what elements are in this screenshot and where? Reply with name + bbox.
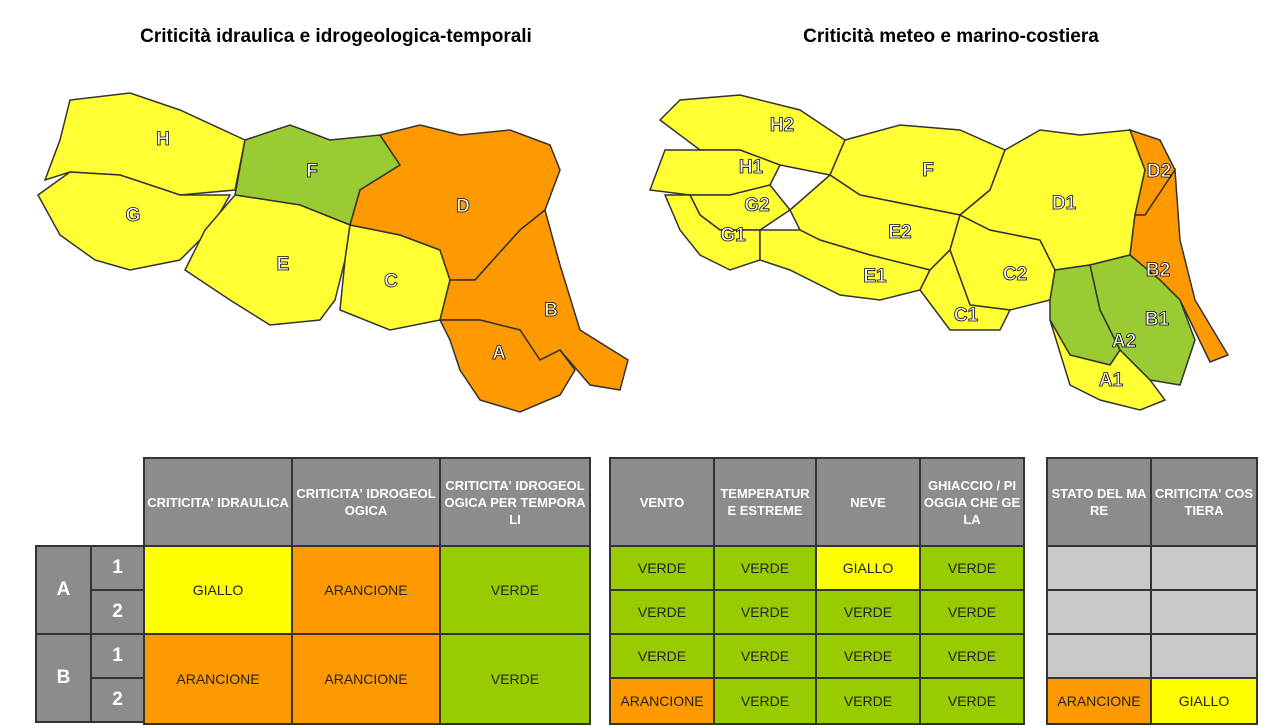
level-cell: GIALLO [815, 545, 921, 591]
zone-label: A2 [1112, 331, 1136, 352]
zone-label: G2 [744, 195, 769, 216]
column-header: CRITICITA' IDRAULICA [143, 457, 293, 547]
zone-label: F [922, 160, 934, 181]
level-cell: ARANCIONE [291, 633, 441, 725]
level-cell: GIALLO [1150, 677, 1258, 725]
zone-label: E1 [863, 266, 887, 287]
column-header: VENTO [609, 457, 715, 547]
zone-label: C2 [1003, 264, 1027, 285]
level-cell: GIALLO [143, 545, 293, 635]
level-cell: VERDE [439, 633, 591, 725]
map-title: Criticità idraulica e idrogeologica-temp… [140, 26, 532, 47]
zone-label: G [126, 205, 141, 226]
zone-label: D1 [1052, 193, 1077, 214]
row-sub-label: 1 [90, 545, 145, 591]
zone-label: H1 [739, 157, 764, 178]
zone-label: C1 [954, 305, 979, 326]
column-header: CRITICITA' COSTIERA [1150, 457, 1258, 547]
level-cell: ARANCIONE [609, 677, 715, 725]
level-cell: VERDE [815, 589, 921, 635]
zone-label: F [306, 161, 318, 182]
zone [184, 194, 351, 326]
level-cell: VERDE [439, 545, 591, 635]
level-cell: VERDE [713, 633, 817, 679]
row-sub-label: 2 [90, 589, 145, 635]
level-cell: VERDE [919, 633, 1025, 679]
level-cell: VERDE [609, 633, 715, 679]
zone-label: G1 [720, 225, 746, 246]
row-group-label: A [35, 545, 92, 635]
level-cell: VERDE [815, 633, 921, 679]
level-cell [1046, 633, 1152, 679]
level-cell: VERDE [713, 545, 817, 591]
level-cell: VERDE [919, 545, 1025, 591]
level-cell: ARANCIONE [1046, 677, 1152, 725]
level-cell: VERDE [713, 589, 817, 635]
map-title: Criticità meteo e marino-costiera [803, 26, 1099, 47]
level-cell [1150, 589, 1258, 635]
zone-label: B [544, 300, 558, 321]
level-cell: ARANCIONE [291, 545, 441, 635]
level-cell: VERDE [609, 589, 715, 635]
zone-label: H2 [770, 115, 794, 136]
row-sub-label: 2 [90, 677, 145, 723]
zone-label: H [156, 129, 170, 150]
zone-label: B1 [1145, 309, 1170, 330]
zone [919, 248, 1012, 331]
zone [1049, 319, 1167, 411]
column-header: STATO DEL MARE [1046, 457, 1152, 547]
column-header: NEVE [815, 457, 921, 547]
zone-label: A [492, 343, 506, 364]
level-cell: ARANCIONE [143, 633, 293, 725]
level-cell: VERDE [713, 677, 817, 725]
zone-label: E [277, 254, 290, 275]
zone-label: D2 [1147, 161, 1171, 182]
zone-label: C [384, 271, 398, 292]
level-cell: VERDE [815, 677, 921, 725]
column-header: CRITICITA' IDROGEOLOGICA PER TEMPORALI [439, 457, 591, 547]
level-cell: VERDE [919, 677, 1025, 725]
zone-label: A1 [1099, 370, 1124, 391]
maps: Criticità idraulica e idrogeologica-temp… [37, 26, 1230, 413]
zone [438, 319, 576, 413]
column-header: TEMPERATURE ESTREME [713, 457, 817, 547]
column-header: GHIACCIO / PIOGGIA CHE GELA [919, 457, 1025, 547]
level-cell [1150, 545, 1258, 591]
row-sub-label: 1 [90, 633, 145, 679]
row-group-label: B [35, 633, 92, 723]
level-cell [1150, 633, 1258, 679]
level-cell [1046, 545, 1152, 591]
level-cell [1046, 589, 1152, 635]
zone-label: B2 [1146, 260, 1170, 281]
zone-label: D [456, 196, 470, 217]
column-header: CRITICITA' IDROGEOLOGICA [291, 457, 441, 547]
level-cell: VERDE [609, 545, 715, 591]
zone-label: E2 [888, 222, 911, 243]
level-cell: VERDE [919, 589, 1025, 635]
